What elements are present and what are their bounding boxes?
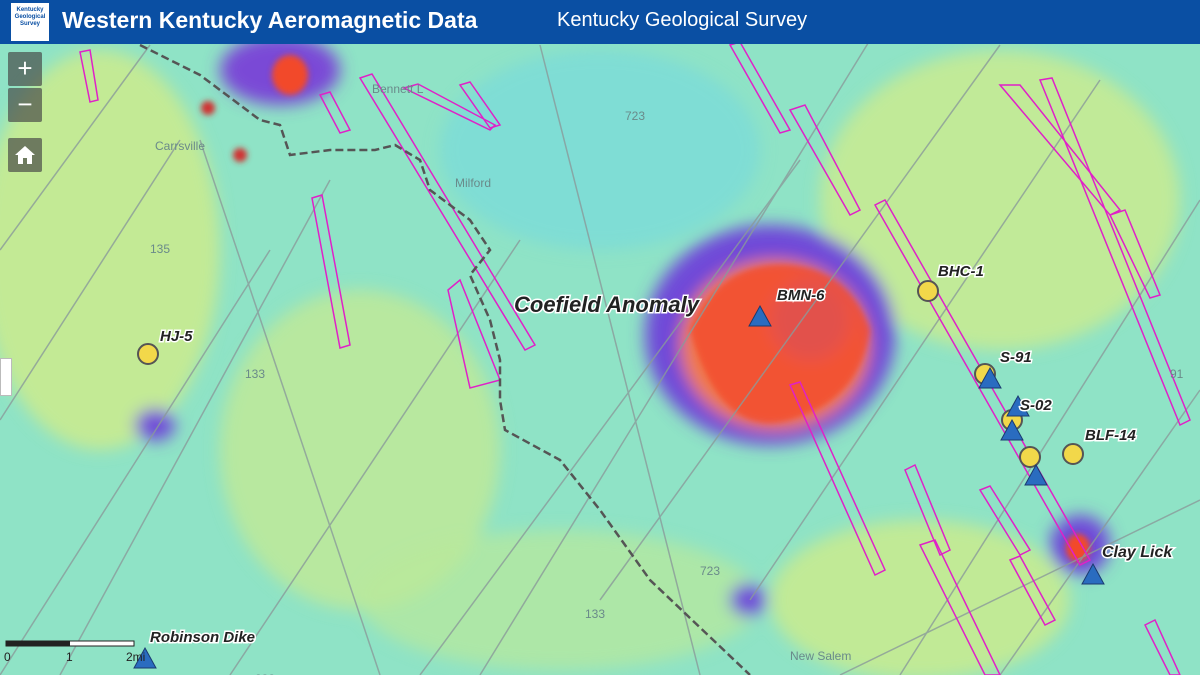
side-panel-handle[interactable] [0, 358, 12, 396]
well-marker [1019, 446, 1041, 468]
header: Kentucky Geological Survey Western Kentu… [0, 0, 1200, 44]
logo[interactable]: Kentucky Geological Survey [11, 3, 49, 41]
sample-marker [1006, 394, 1030, 417]
zoom-out[interactable]: − [8, 88, 42, 122]
well-marker [1062, 443, 1084, 465]
place-label: Milford [455, 176, 491, 190]
place-label: 133 [245, 367, 265, 381]
sample-marker [1000, 418, 1024, 441]
scale-tick: 0 [4, 650, 11, 664]
place-label: 135 [150, 242, 170, 256]
feature-label: Coefield Anomaly [514, 292, 701, 317]
sample-marker [978, 366, 1002, 389]
place-label: Bennett L [372, 82, 424, 96]
scale-tick: 1 [66, 650, 73, 664]
markers [133, 280, 1105, 669]
sample-marker [133, 646, 157, 669]
county-boundary [139, 43, 751, 675]
faults [0, 39, 1200, 675]
zoom-in[interactable]: + [8, 52, 42, 86]
sample-marker [1081, 562, 1105, 585]
feature-label: BLF-14 [1085, 427, 1136, 444]
feature-label: S-91 [1000, 349, 1032, 366]
well-marker [917, 280, 939, 302]
app-title: Western Kentucky Aeromagnetic Data [62, 7, 478, 33]
scale-bar: 0 1 2mi [4, 640, 145, 664]
place-label: Carrsville [155, 139, 205, 153]
feature-label: S-02 [1020, 397, 1052, 414]
place-label: New Salem [790, 649, 851, 663]
scale-tick: 2mi [126, 650, 145, 664]
place-label: 723 [625, 109, 645, 123]
sample-marker [748, 304, 772, 327]
home-button[interactable] [8, 138, 42, 172]
place-label: 838 [255, 672, 275, 675]
feature-label: BMN-6 [777, 287, 825, 304]
home-icon [15, 146, 35, 164]
sample-marker [1024, 463, 1048, 486]
feature-labels: Coefield Anomaly BMN-6 BHC-1 HJ-5 S-91 S-02 BL… [149, 262, 1175, 648]
feature-label: Clay Lick [1102, 544, 1173, 561]
app-subtitle: Kentucky Geological Survey [557, 9, 808, 31]
place-label: 133 [585, 607, 605, 621]
feature-label: BHC-1 [938, 263, 984, 280]
anomaly-highs [201, 55, 1090, 562]
place-labels: Carrsville Milford Bennett L 723 135 133 91 723… [150, 82, 1184, 675]
feature-label: HJ-5 [160, 328, 193, 345]
feature-label: Robinson Dike [150, 629, 255, 646]
place-label: 91 [1170, 367, 1184, 381]
place-label: 723 [700, 564, 720, 578]
scale-bar-segment [6, 641, 70, 646]
well-marker [137, 343, 159, 365]
